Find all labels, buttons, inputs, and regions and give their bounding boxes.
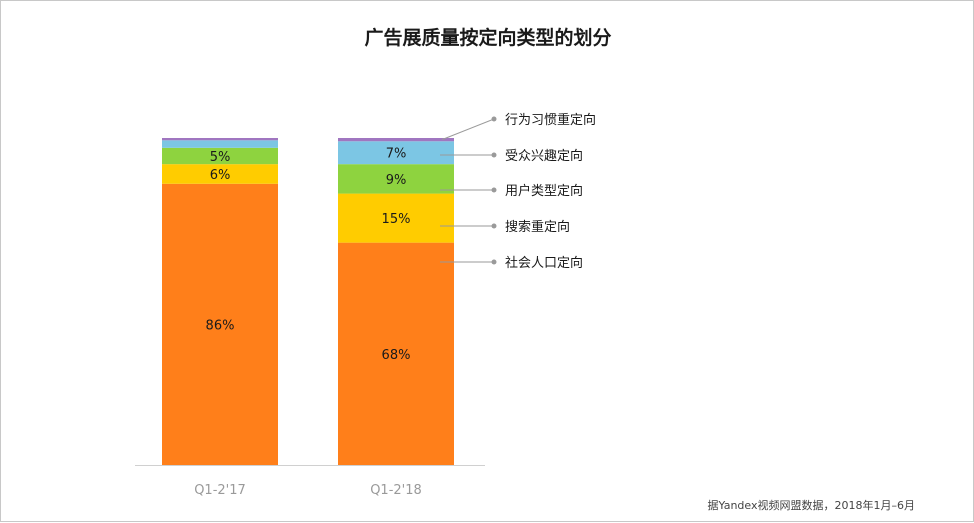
data-label: 68% bbox=[382, 348, 411, 363]
legend-dot bbox=[491, 187, 497, 193]
bar-segment bbox=[162, 138, 278, 141]
bar-segment bbox=[162, 164, 278, 184]
bar-segment bbox=[162, 140, 278, 148]
data-label: 9% bbox=[386, 173, 407, 188]
legend-entry: 行为习惯重定向 bbox=[505, 112, 596, 128]
chart-title: 广告展质量按定向类型的划分 bbox=[364, 27, 612, 49]
x-tick-label: Q1-2'17 bbox=[194, 483, 246, 498]
data-label: 6% bbox=[210, 168, 231, 183]
bar-segment bbox=[338, 193, 454, 243]
legend-entry: 社会人口定向 bbox=[505, 255, 583, 271]
legend-leader-line bbox=[441, 118, 495, 141]
data-label: 7% bbox=[386, 147, 407, 162]
legend-dot bbox=[491, 223, 497, 229]
legend-dot bbox=[491, 152, 497, 158]
bar-segment bbox=[338, 164, 454, 194]
legend-entry: 搜索重定向 bbox=[505, 219, 570, 235]
x-tick-label: Q1-2'18 bbox=[370, 483, 422, 498]
source-note: 据Yandex视频网盟数据，2018年1月–6月 bbox=[707, 499, 915, 512]
bar-segment bbox=[338, 141, 454, 165]
bar-segment bbox=[338, 138, 454, 142]
bar-segment bbox=[338, 242, 454, 465]
bar-segment bbox=[162, 183, 278, 465]
legend-dot bbox=[491, 259, 497, 265]
legend-entry: 用户类型定向 bbox=[505, 183, 583, 199]
bar-segment bbox=[162, 147, 278, 165]
legend-entry: 受众兴趣定向 bbox=[505, 148, 583, 164]
data-label: 86% bbox=[206, 318, 235, 333]
data-label: 5% bbox=[210, 150, 231, 165]
legend-dot bbox=[491, 116, 497, 122]
data-label: 15% bbox=[382, 212, 411, 227]
